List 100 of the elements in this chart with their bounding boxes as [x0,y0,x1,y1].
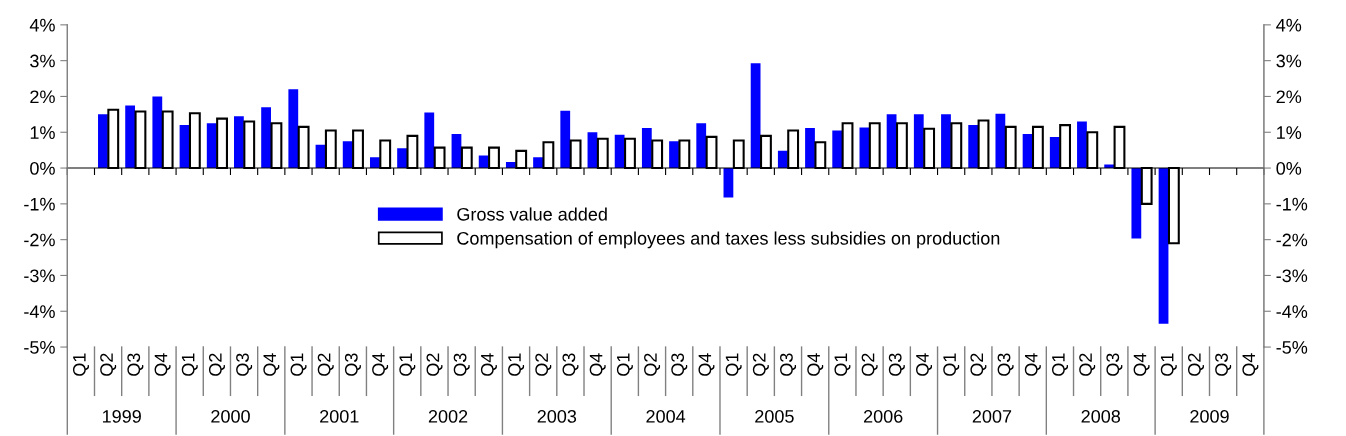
x-tick-label: Q4 [1242,353,1259,376]
x-tick-label: Q1 [181,353,198,376]
x-tick-label: Q4 [807,353,824,376]
x-tick-label: Q4 [372,353,389,376]
x-tick-label: Q1 [834,353,851,376]
y2-tick-label: -2% [1276,233,1308,247]
x-tick-label: Q2 [752,353,769,376]
bar [696,123,707,169]
y2-tick-label: -1% [1276,197,1308,211]
x-tick-label: Q3 [888,353,905,376]
x-tick-label: Q4 [589,353,606,376]
bar [641,127,652,169]
bar [886,114,897,169]
y2-tick-label: 4% [1276,18,1302,32]
x-tick-label: Q2 [317,353,334,376]
x-tick-label: Q2 [644,353,661,376]
x-tick-label: Q2 [1079,353,1096,376]
bar [424,112,435,169]
bar [125,105,136,169]
y2-tick-label: 0% [1276,161,1302,175]
y-tick-label: 0% [30,161,55,175]
x-tick-label: Q2 [1187,353,1204,376]
x-tick-label: Q3 [453,353,470,376]
x-tick-label: Q4 [1133,353,1150,376]
y-tick-label: -3% [24,269,55,283]
bar [859,127,870,169]
bar [98,114,108,169]
x-tick-label: Q2 [535,353,552,376]
bar [941,114,951,169]
bar [587,132,598,169]
x-tick-label: Q3 [236,353,253,376]
bar [560,110,571,169]
x-tick-label: Q3 [344,353,361,376]
x-tick-label: Q3 [1106,353,1123,376]
x-tick-label: Q1 [290,353,307,376]
y-tick-label: 3% [30,54,55,68]
bar [1077,121,1087,169]
bar [1158,168,1169,324]
text: 2005 [755,410,794,423]
bar [995,113,1006,169]
text: 2001 [320,410,359,423]
y-tick-label: -5% [24,341,55,354]
text: 1999 [102,410,141,423]
x-tick-label: Q1 [399,353,416,376]
bar [179,125,190,169]
x-tick-label: Q4 [698,353,715,376]
y2-tick-label: -5% [1276,341,1308,354]
legend-label: Gross value added [457,207,607,221]
bar [832,130,843,169]
y2-tick-label: -4% [1276,305,1308,318]
x-tick-label: Q3 [997,353,1014,376]
x-tick-label: Q1 [508,353,525,376]
x-tick-label: Q1 [616,353,633,376]
bar [288,89,299,169]
bar [968,125,979,169]
y-tick-label: -1% [24,197,55,211]
x-tick-label: Q4 [1024,353,1041,376]
x-tick-label: Q1 [943,353,960,376]
y-tick-label: 2% [30,90,55,104]
x-tick-label: Q2 [426,353,443,376]
y-tick-label: -2% [24,233,55,247]
x-tick-label: Q4 [263,353,280,376]
x-tick-label: Q1 [725,353,742,376]
x-tick-label: Q2 [208,353,225,376]
x-tick-label: Q2 [970,353,987,376]
bar [805,127,815,169]
x-tick-label: Q3 [780,353,797,376]
y-tick-label: 4% [29,18,55,32]
x-tick-label: Q4 [916,353,933,376]
x-tick-label: Q4 [480,353,497,376]
y2-tick-label: -3% [1276,269,1308,283]
x-tick-label: Q3 [671,353,688,376]
y-tick-label: 1% [30,126,55,139]
bar [234,116,244,169]
text: 2004 [646,410,686,423]
x-tick-label: Q2 [861,353,878,376]
text: 2002 [428,410,468,423]
x-tick-label: Q4 [154,353,171,376]
y2-tick-label: 3% [1276,54,1302,68]
text: 2009 [1190,410,1229,423]
y2-tick-label: 1% [1277,126,1302,139]
bar [750,63,761,169]
y-tick-label: -4% [24,305,55,318]
text: 2008 [1081,410,1121,423]
x-tick-label: Q2 [100,353,117,376]
x-tick-label: Q1 [1051,353,1069,376]
x-tick-label: Q3 [127,353,144,376]
bar [152,96,163,169]
bar [913,114,924,169]
x-tick-label: Q1 [1160,353,1177,376]
bar [206,123,217,169]
x-tick-label: Q1 [72,353,89,376]
bar [1131,168,1142,239]
text: 2007 [972,410,1012,423]
text: 2000 [211,410,250,423]
x-tick-label: Q3 [562,353,579,376]
bar [261,107,271,169]
legend-label: Compensation of employees and taxes less subsidies on production [457,231,1000,249]
text: 2006 [863,410,903,423]
x-tick-label: Q3 [1215,353,1232,376]
